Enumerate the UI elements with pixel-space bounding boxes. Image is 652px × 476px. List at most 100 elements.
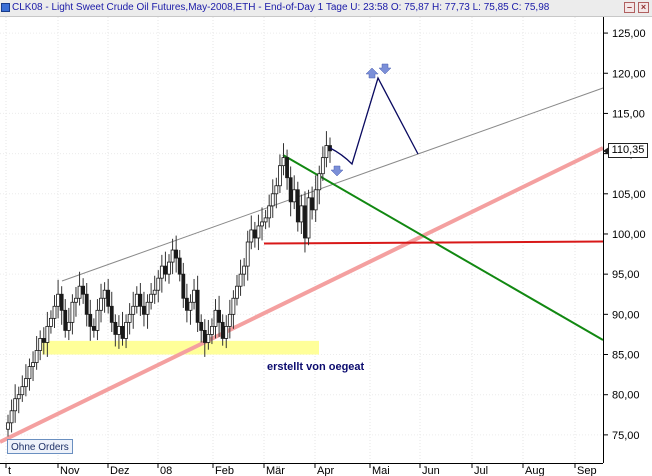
candle-down [113, 321, 118, 335]
candle-down [106, 289, 111, 307]
candle-up [74, 297, 78, 303]
candle-up [231, 297, 236, 315]
arrow-down-icon [378, 63, 392, 75]
candle-up [188, 301, 193, 311]
last-price-tag: 110,35 [603, 143, 648, 158]
candle-up [156, 277, 161, 291]
y-tick-label: 85,00 [612, 350, 640, 362]
candle-down [174, 249, 179, 259]
y-tick-label: 75,00 [612, 430, 640, 442]
candle-up [117, 325, 121, 335]
candle-down [109, 305, 114, 323]
x-tick-label: Nov [60, 465, 80, 476]
window-title: CLK08 - Light Sweet Crude Oil Futures,Ma… [12, 2, 550, 13]
candle-up [210, 325, 214, 335]
candle-up [27, 366, 32, 380]
candle-down [41, 338, 46, 343]
y-tick-label: 120,00 [612, 68, 646, 80]
projection-arrow-down-lower [330, 165, 344, 177]
candle-up [99, 297, 103, 311]
candle-up [20, 386, 25, 396]
candle-up [16, 394, 21, 400]
candle-up [224, 325, 229, 339]
candle-up [145, 301, 150, 315]
candle-up [324, 145, 329, 159]
candle-up [320, 157, 325, 175]
candle-down [163, 265, 168, 275]
x-axis: t Nov Dez 08 Feb Mär Apr Mai Jun Jul Aug Sep [5, 463, 597, 476]
candle-up [131, 305, 136, 315]
projection-arrow-up [365, 67, 379, 79]
candle-up [70, 301, 75, 323]
candle-up [159, 265, 164, 279]
y-tick-label: 90,00 [612, 309, 640, 321]
arrow-up-icon [365, 67, 379, 79]
candle-down [142, 305, 146, 315]
minimize-button[interactable]: – [624, 2, 635, 13]
candle-up [102, 289, 107, 299]
candle-down [285, 157, 289, 179]
x-tick-label: Dez [110, 465, 130, 476]
orders-toggle-button[interactable]: Ohne Orders [7, 439, 73, 454]
candle-up [213, 309, 218, 327]
x-tick-label: t [8, 465, 11, 476]
horizontal-level-line [263, 240, 604, 245]
candle-up [6, 422, 10, 430]
candle-up [77, 285, 82, 299]
candle-up [274, 185, 279, 195]
support-zone [42, 340, 319, 355]
candle-up [260, 221, 264, 227]
candle-up [235, 285, 239, 299]
plot-area [0, 17, 603, 463]
long-uptrend-line [0, 146, 604, 444]
candle-up [206, 334, 211, 343]
candle-down [120, 325, 125, 339]
candle-up [167, 261, 171, 275]
y-axis: 75,00 80,00 85,00 90,00 95,00 100,00 105,00 110… [603, 28, 646, 442]
y-tick-label: 115,00 [612, 108, 645, 120]
y-tick-label: 100,00 [612, 229, 646, 241]
candle-down [288, 177, 293, 203]
candle-up [256, 225, 261, 239]
x-tick-label: Aug [525, 465, 545, 476]
candle-up [170, 249, 175, 263]
candle-down [88, 313, 93, 327]
candle-up [124, 321, 128, 339]
candle-up [31, 362, 35, 367]
candle-down [199, 321, 204, 331]
candle-up [267, 205, 272, 219]
candle-up [38, 338, 43, 351]
candle-down [195, 289, 200, 323]
candle-down [59, 293, 64, 311]
candle-up [134, 293, 139, 307]
window-titlebar[interactable]: CLK08 - Light Sweet Crude Oil Futures,Ma… [0, 0, 652, 17]
candle-up [238, 273, 243, 287]
candle-down [81, 285, 86, 295]
projection-path [329, 76, 419, 166]
chart-window-icon [1, 3, 10, 12]
projection-arrow-down [378, 63, 392, 75]
candle-down [303, 205, 307, 239]
x-tick-label: Apr [317, 465, 334, 476]
candle-up [66, 321, 71, 331]
close-button[interactable]: × [638, 2, 649, 13]
candle-up [306, 197, 311, 239]
candle-up [192, 289, 196, 303]
x-tick-label: Jul [474, 465, 488, 476]
candle-up [152, 289, 157, 295]
candle-up [9, 410, 14, 424]
candle-up [292, 189, 297, 203]
projection-layer [329, 63, 419, 177]
candle-down [91, 325, 96, 331]
trendline-layer [0, 87, 604, 444]
candle-up [13, 398, 18, 412]
author-credit: erstellt von oegeat [267, 361, 365, 373]
candle-down [295, 189, 300, 223]
candle-up [23, 378, 28, 388]
support-zone-layer [42, 340, 319, 355]
candle-up [245, 241, 250, 267]
candle-down [84, 293, 89, 315]
x-tick-label: Jun [422, 465, 440, 476]
